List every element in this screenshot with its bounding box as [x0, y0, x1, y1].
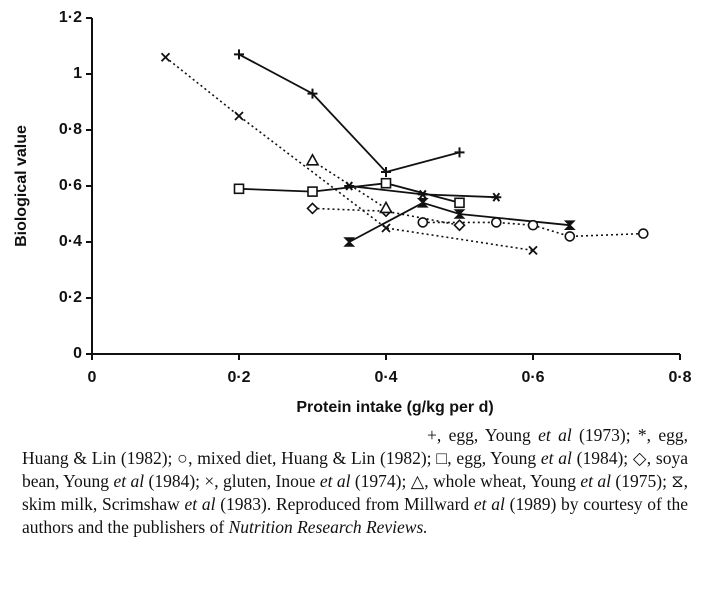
- caption-text: Nutrition Research Reviews.: [228, 517, 428, 537]
- y-tick-label: 0·6: [59, 177, 82, 194]
- series-line: [348, 201, 570, 243]
- marker-shape: [381, 223, 391, 233]
- marker-shape: [453, 209, 466, 219]
- marker-shape: [307, 88, 318, 99]
- data-point: [233, 183, 245, 195]
- y-tick-label: 0·4: [59, 233, 82, 250]
- data-point: [564, 231, 576, 242]
- caption-text: et al: [540, 448, 572, 468]
- marker-shape: [233, 183, 245, 195]
- caption-text: et al: [319, 471, 351, 491]
- marker-shape: [379, 200, 393, 214]
- caption-text: et al: [580, 471, 612, 491]
- x-tick-label: 0·6: [521, 369, 544, 386]
- data-point: [343, 237, 356, 247]
- data-point: [381, 223, 391, 233]
- data-point: [453, 209, 466, 219]
- data-point: [453, 219, 466, 232]
- y-tick-label: 0·2: [59, 289, 82, 306]
- y-tick-label: 0: [73, 345, 82, 362]
- data-point: [490, 217, 502, 228]
- caption-text: et al: [184, 494, 216, 514]
- data-point: [307, 186, 318, 197]
- marker-shape: [454, 197, 465, 209]
- marker-shape: [380, 177, 392, 189]
- marker-shape: [416, 198, 429, 208]
- data-point: [528, 245, 538, 256]
- caption-text: et al: [538, 425, 572, 445]
- caption-text: +, egg, Young: [427, 425, 539, 445]
- marker-shape: [417, 217, 429, 228]
- data-point: [307, 88, 318, 99]
- marker-shape: [305, 153, 320, 166]
- data-point: [454, 147, 465, 158]
- data-point: [234, 111, 244, 121]
- data-point: [527, 219, 539, 231]
- marker-shape: [381, 167, 391, 177]
- caption: +, egg, Young et al (1973); *, egg, Huan…: [22, 424, 688, 539]
- caption-text: et al: [113, 471, 145, 491]
- data-point: [416, 198, 429, 208]
- x-tick-label: 0: [88, 369, 97, 386]
- x-axis-label: Protein intake (g/kg per d): [296, 399, 493, 416]
- data-point: [234, 49, 244, 60]
- caption-text: (1984); ×, gluten, Inoue: [144, 471, 320, 491]
- data-point: [637, 228, 649, 239]
- marker-shape: [528, 245, 538, 256]
- marker-shape: [160, 52, 171, 62]
- marker-shape: [234, 111, 244, 121]
- marker-shape: [306, 202, 319, 215]
- marker-shape: [307, 186, 318, 197]
- data-point: [380, 177, 392, 189]
- data-point: [160, 52, 171, 62]
- caption-text: (1973); *, egg, Huang & Lin (1982); ○, m…: [22, 425, 688, 468]
- x-tick-label: 0·2: [227, 369, 250, 386]
- data-point: [454, 197, 465, 209]
- marker-shape: [343, 237, 356, 247]
- data-point: [305, 153, 320, 166]
- caption-text: et al: [473, 494, 505, 514]
- x-tick-label: 0·4: [374, 369, 397, 386]
- y-tick-label: 1: [73, 65, 82, 82]
- data-point: [563, 220, 576, 230]
- data-point: [417, 217, 429, 228]
- marker-shape: [454, 147, 465, 158]
- marker-shape: [491, 192, 502, 202]
- caption-text: (1974); △, whole wheat, Young: [350, 471, 581, 491]
- series-line: [165, 56, 534, 252]
- y-tick-label: 0·8: [59, 121, 82, 138]
- data-point: [379, 200, 393, 214]
- data-point: [344, 181, 355, 191]
- marker-shape: [563, 220, 576, 230]
- data-point: [306, 202, 319, 215]
- x-tick-label: 0·8: [668, 369, 691, 386]
- chart: Protein intake (g/kg per d) Biological v…: [13, 9, 691, 416]
- marker-shape: [490, 217, 502, 228]
- caption-text: (1989) by courtesy of the authors and th…: [22, 494, 688, 537]
- data-point: [491, 192, 502, 202]
- series-line: [238, 53, 460, 174]
- caption-text: (1975); ⧖, skim milk, Scrimshaw: [22, 471, 688, 514]
- marker-shape: [344, 181, 355, 191]
- marker-shape: [417, 189, 428, 199]
- marker-shape: [637, 228, 649, 239]
- marker-shape: [564, 231, 576, 242]
- y-tick-label: 1·2: [59, 9, 82, 26]
- marker-shape: [527, 219, 539, 231]
- y-axis-label: Biological value: [13, 125, 30, 247]
- data-point: [381, 167, 391, 177]
- marker-shape: [453, 219, 466, 232]
- caption-text: (1984); ◇, soya bean, Young: [22, 448, 688, 491]
- marker-shape: [234, 49, 244, 60]
- data-point: [417, 189, 428, 199]
- caption-text: (1983). Reproduced from Millward: [215, 494, 474, 514]
